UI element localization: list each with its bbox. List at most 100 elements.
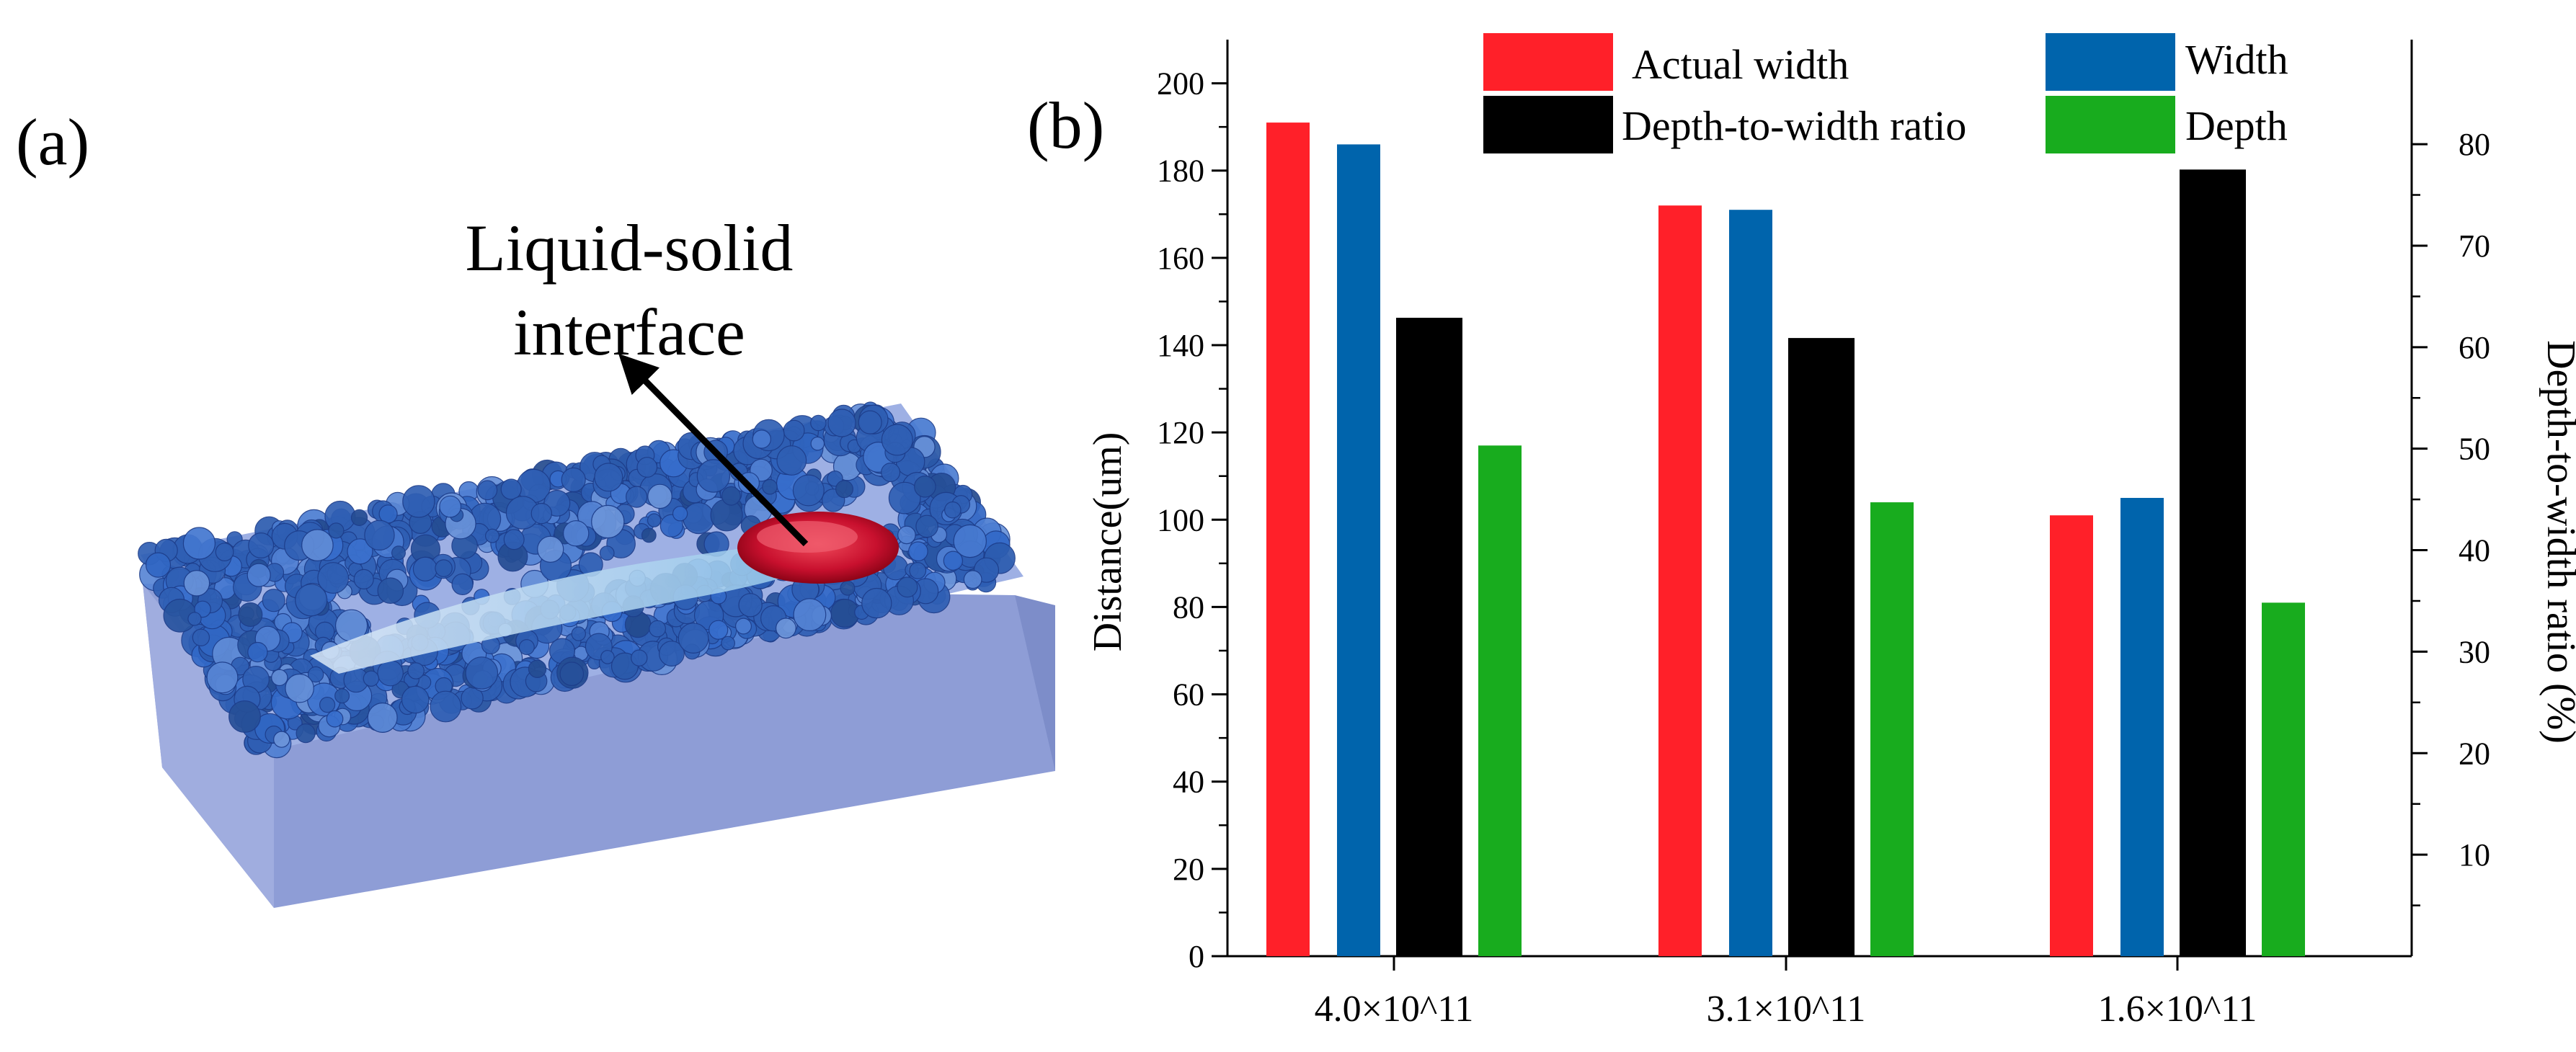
powder-particle-1110 [439,495,462,518]
legend-swatch-depth-to-width-ratio [1483,96,1613,153]
powder-particle-1055 [835,480,853,499]
powder-particle-952 [738,593,763,618]
powder-particle-1047 [897,525,916,545]
powder-particle-1011 [500,478,522,500]
powder-particle-806 [430,690,462,723]
powder-particle-1081 [858,410,882,434]
y-tick-label-0: 0 [1189,939,1204,974]
powder-particle-1105 [915,514,938,538]
scan-track [310,530,879,674]
powder-particle-970 [559,661,585,687]
powder-particle-774 [238,602,263,627]
powder-particle-1088 [273,731,290,748]
legend-label-width: Width [2185,36,2288,83]
y2-tick-label-3: 40 [2459,533,2490,569]
powder-particle-1020 [528,659,547,679]
legend-label-depth-to-width-ratio: Depth-to-width ratio [1622,102,1966,149]
melt-pool [737,512,899,584]
annotation-line-2: interface [513,295,745,369]
powder-particle-1101 [810,414,827,432]
powder-particle-835 [734,618,752,635]
powder-particle-731 [647,513,662,527]
bar-depth-1 [1870,502,1914,956]
powder-particle-1091 [435,559,453,577]
powder-particle-1093 [563,520,590,547]
powder-particle-1043 [953,524,987,558]
powder-particle-1086 [696,459,731,493]
powder-particle-1102 [319,696,336,713]
y-tick-label-6: 120 [1157,415,1204,450]
y2-tick-label-6: 70 [2459,228,2490,264]
powder-particle-1032 [401,685,430,714]
x-tick-label-1: 3.1×10^11 [1707,989,1866,1030]
powder-particle-1060 [897,576,918,598]
powder-particle-956 [752,429,772,449]
powder-particle-1085 [187,612,202,626]
legend-swatch-actual-width [1483,33,1613,91]
powder-particle-1007 [363,670,380,687]
bar-depth-to-width-ratio-2 [2180,169,2246,956]
y-tick-label-3: 60 [1173,677,1204,713]
powder-particle-765 [776,445,807,476]
bar-depth-to-width-ratio-0 [1396,318,1462,956]
powder-particle-983 [377,659,404,687]
bar-width-0 [1337,144,1380,956]
powder-particle-1090 [407,662,425,679]
powder-particle-1054 [861,587,892,619]
x-tick-label-0: 4.0×10^11 [1315,989,1474,1030]
powder-particle-1061 [721,486,741,506]
annotation-line-1: Liquid-solid [466,211,794,285]
y-tick-label-5: 100 [1157,502,1204,538]
bar-actual-width-1 [1658,205,1702,957]
powder-particle-1097 [402,485,435,518]
y2-tick-label-2: 30 [2459,634,2490,669]
powder-particle-1017 [353,569,374,590]
powder-particle-955 [206,661,239,694]
powder-particle-1039 [943,550,964,571]
powder-particle-958 [827,409,856,437]
powder-particle-1084 [317,562,350,594]
powder-particle-885 [641,527,657,543]
powder-particle-1109 [301,529,334,561]
powder-particle-978 [182,527,216,560]
y-tick-label-9: 180 [1157,153,1204,189]
powder-particle-1040 [326,710,344,728]
powder-particle-929 [631,649,648,667]
powder-particle-1062 [296,723,316,744]
powder-particle-1095 [810,436,825,451]
powder-particle-975 [599,545,615,561]
powder-particle-1069 [145,552,172,578]
powder-particle-984 [881,462,901,482]
powder-particle-796 [248,532,275,558]
powder-particle-1014 [888,481,921,514]
bar-depth-to-width-ratio-1 [1788,338,1855,957]
powder-particle-1009 [636,457,658,478]
powder-particle-988 [963,570,982,589]
powder-particle-1076 [183,569,210,597]
y2-axis-ticks: 10 20 30 40 50 60 70 80 [2412,127,2490,906]
bar-actual-width-0 [1266,122,1310,957]
y2-tick-label-4: 50 [2459,432,2490,467]
powder-particle-1092 [914,475,936,498]
bar-depth-0 [1478,445,1522,956]
legend-label-actual-width: Actual width [1632,41,1849,88]
powder-particle-986 [271,669,288,687]
powder-particle-1108 [367,702,398,733]
powder-particle-928 [350,509,368,527]
powder-particle-966 [909,562,927,579]
powder-particle-923 [484,528,499,543]
x-axis-ticks: 4.0×10^11 3.1×10^11 1.6×10^11 [1315,956,2257,1030]
powder-particle-1080 [328,522,345,539]
powder-particle-932 [721,636,735,651]
y2-tick-label-0: 10 [2459,837,2490,873]
powder-particle-853 [908,541,928,561]
powder-particle-1051 [537,535,564,563]
powder-particle-1022 [347,538,373,565]
powder-particle-1026 [412,556,438,581]
powder-particle-1028 [192,628,210,647]
y-tick-label-4: 80 [1173,589,1204,625]
y-tick-label-7: 140 [1157,328,1204,363]
powder-particle-895 [783,419,805,442]
powder-particle-1038 [792,474,825,507]
y-axis-ticks: 0 20 40 60 80 100 120 140 160 180 200 [1157,66,1227,974]
